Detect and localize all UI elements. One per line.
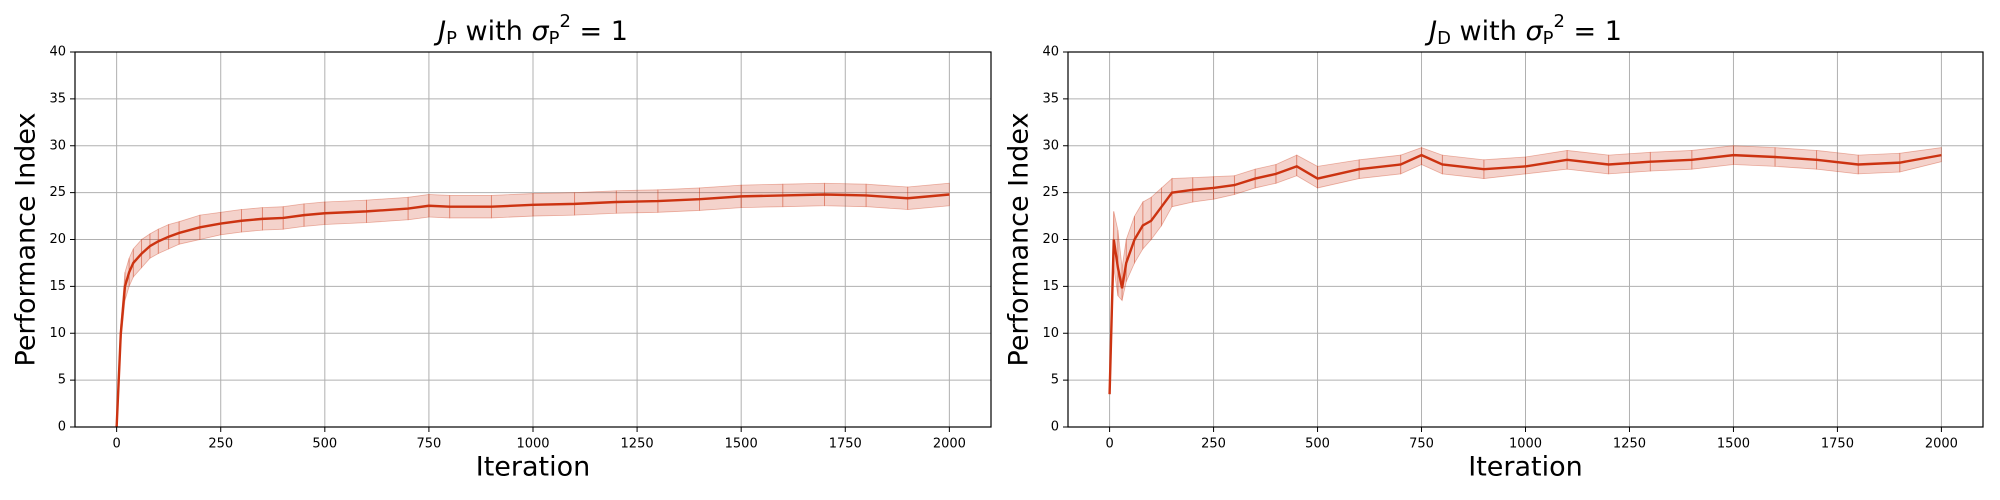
y-axis-label: Performance Index xyxy=(11,112,42,366)
y-axis-label: Performance Index xyxy=(1004,112,1035,366)
y-tick-label: 25 xyxy=(49,185,66,200)
x-tick-label: 250 xyxy=(1201,437,1226,452)
x-tick-label: 250 xyxy=(208,437,233,452)
y-tick-label: 5 xyxy=(1051,373,1059,388)
y-tick-label: 0 xyxy=(58,420,66,435)
x-tick-label: 2000 xyxy=(933,437,966,452)
error-band xyxy=(1161,177,1173,227)
plot-frame xyxy=(1067,51,1984,428)
y-tick-label: 40 xyxy=(1042,45,1059,60)
data-line xyxy=(115,193,950,428)
y-tick-label: 5 xyxy=(58,373,66,388)
x-tick-label: 1500 xyxy=(725,437,758,452)
y-tick-label: 35 xyxy=(1042,91,1059,106)
plot-frame xyxy=(74,51,992,428)
x-tick-label: 1750 xyxy=(829,437,862,452)
chart-title: JP with σP2 = 1 xyxy=(433,11,628,49)
y-tick-label: 15 xyxy=(49,279,66,294)
x-tick-label: 1250 xyxy=(1613,437,1646,452)
x-tick-label: 1250 xyxy=(621,437,654,452)
x-tick-label: 750 xyxy=(1409,437,1434,452)
y-tick-label: 15 xyxy=(1042,279,1059,294)
x-tick-label: 750 xyxy=(416,437,441,452)
x-tick-label: 1000 xyxy=(516,437,549,452)
x-tick-label: 0 xyxy=(112,437,120,452)
x-axis-label: Iteration xyxy=(1468,452,1583,483)
chart-title: JD with σP2 = 1 xyxy=(1424,11,1622,49)
x-tick-label: 500 xyxy=(312,437,337,452)
y-tick-label: 40 xyxy=(49,45,66,60)
y-tick-label: 20 xyxy=(1042,232,1059,247)
data-line xyxy=(1108,153,1942,395)
x-tick-label: 1000 xyxy=(1509,437,1542,452)
x-tick-label: 1500 xyxy=(1717,437,1750,452)
y-tick-label: 10 xyxy=(1042,326,1059,341)
y-tick-label: 30 xyxy=(1042,138,1059,153)
x-tick-label: 0 xyxy=(1105,437,1113,452)
y-tick-label: 0 xyxy=(1051,420,1059,435)
y-tick-label: 10 xyxy=(49,326,66,341)
x-axis-label: Iteration xyxy=(476,452,591,483)
x-tick-label: 1750 xyxy=(1821,437,1854,452)
y-tick-label: 20 xyxy=(49,232,66,247)
x-tick-label: 2000 xyxy=(1925,437,1958,452)
y-tick-label: 25 xyxy=(1042,185,1059,200)
y-tick-label: 30 xyxy=(49,138,66,153)
x-tick-label: 500 xyxy=(1305,437,1330,452)
y-tick-label: 35 xyxy=(49,91,66,106)
